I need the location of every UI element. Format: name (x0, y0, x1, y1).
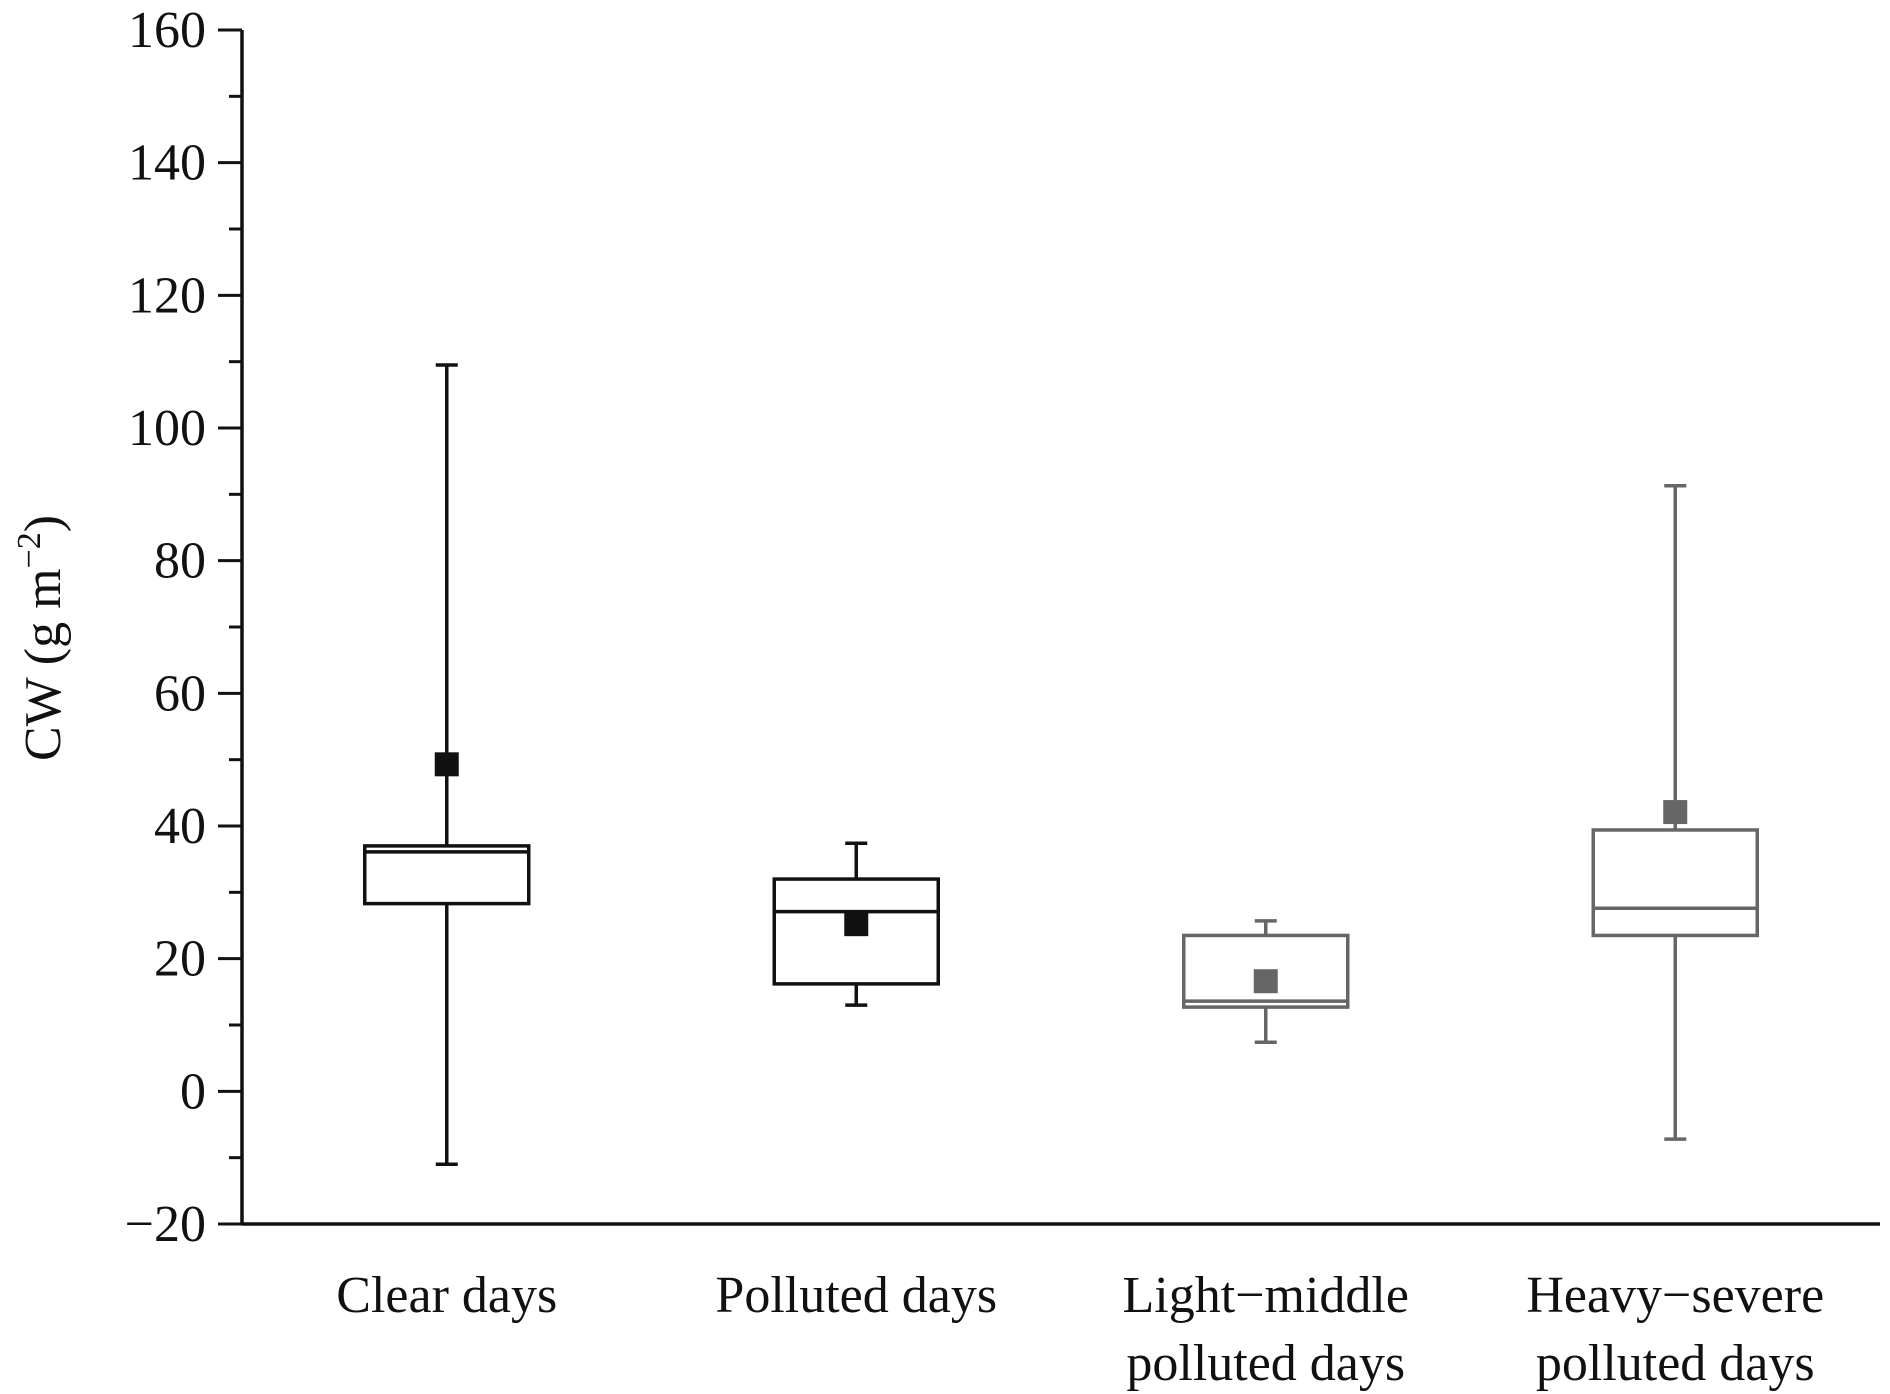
box-item (772, 841, 940, 1007)
y-tick-label: 40 (154, 798, 206, 855)
interquartile-box (363, 844, 531, 906)
category-label-line: polluted days (1126, 1335, 1405, 1392)
mean-marker (1253, 969, 1278, 994)
box-item (1182, 919, 1350, 1044)
y-tick-label: 140 (128, 135, 206, 192)
y-axis-title-main: CW (g m (15, 568, 72, 761)
category-label-line: Clear days (336, 1267, 557, 1324)
category-label-line: Light−middle (1123, 1267, 1409, 1324)
y-tick-label: 0 (180, 1063, 206, 1120)
axes (240, 30, 1880, 1226)
category-label: Clear days (336, 1267, 557, 1324)
y-axis-title: CW (g m−2) (11, 515, 72, 761)
mean-marker (1663, 800, 1688, 825)
y-tick-label: 20 (154, 931, 206, 988)
category-labels: Clear days Polluted days Light−middle pollu… (336, 1267, 1824, 1392)
category-label: Heavy−severe polluted days (1526, 1267, 1824, 1392)
mean-marker (434, 752, 459, 777)
box-item (1591, 483, 1759, 1141)
y-tick-label: 120 (128, 267, 206, 324)
y-tick-label: 80 (154, 533, 206, 590)
y-axis-title-close: ) (15, 515, 72, 532)
category-label-line: polluted days (1536, 1335, 1815, 1392)
y-axis-ticks: −20 0 20 40 60 80 100 120 140 160 (125, 2, 242, 1253)
category-label: Light−middle polluted days (1123, 1267, 1409, 1392)
category-label: Polluted days (715, 1267, 997, 1324)
y-tick-label: −20 (125, 1196, 206, 1253)
y-tick-label: 60 (154, 665, 206, 722)
box-series (363, 363, 1759, 1167)
category-label-line: Polluted days (715, 1267, 997, 1324)
y-axis-title-superscript: −2 (11, 532, 48, 568)
interquartile-box (1591, 828, 1759, 938)
y-tick-label: 160 (128, 2, 206, 59)
category-label-line: Heavy−severe (1526, 1267, 1824, 1324)
y-tick-label: 100 (128, 400, 206, 457)
box-item (363, 363, 531, 1167)
mean-marker (844, 912, 869, 937)
